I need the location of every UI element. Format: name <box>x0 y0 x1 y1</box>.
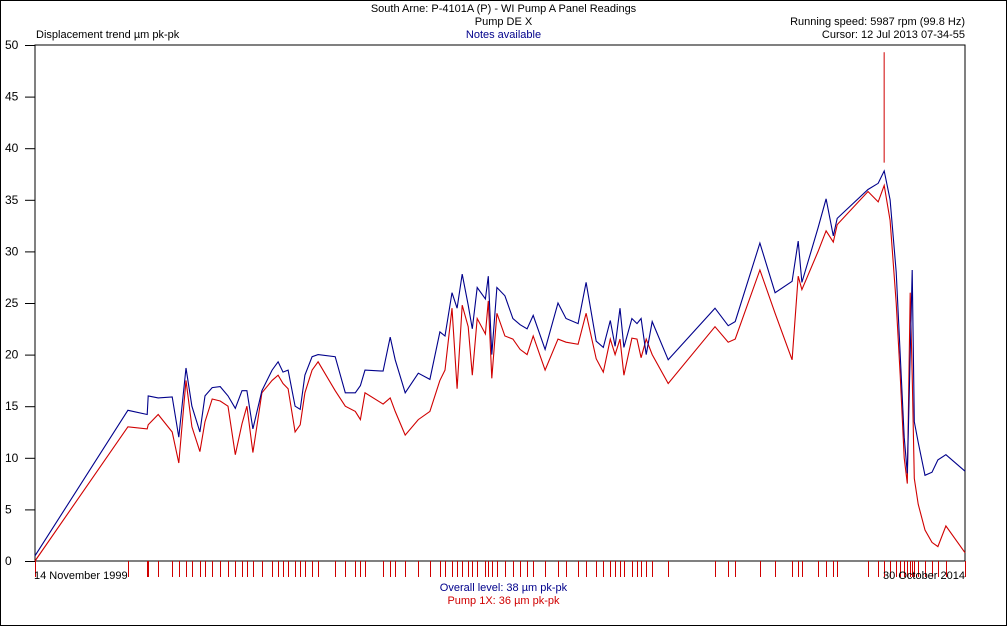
y-tick-label: 15 <box>5 399 19 413</box>
x-end-label: 30 October 2014 <box>883 570 965 582</box>
overall-level-legend: Overall level: 38 µm pk-pk <box>439 582 568 594</box>
cursor-readout: Cursor: 12 Jul 2013 07-34-55 <box>821 29 965 41</box>
chart-title: South Arne: P-4101A (P) - WI Pump A Pane… <box>370 3 637 15</box>
y-tick-label: 0 <box>5 554 12 568</box>
overall-level-line <box>34 169 966 557</box>
x-start-label: 14 November 1999 <box>34 570 128 582</box>
y-axis-label: Displacement trend µm pk-pk <box>36 29 180 41</box>
y-tick-label: 50 <box>5 38 19 52</box>
y-tick-label: 10 <box>5 451 19 465</box>
running-speed: Running speed: 5987 rpm (99.8 Hz) <box>790 16 965 28</box>
chart-subtitle: Pump DE X <box>474 16 533 28</box>
y-tick-label: 5 <box>5 502 12 516</box>
y-tick-label: 30 <box>5 244 19 258</box>
plot-frame <box>34 44 966 562</box>
y-tick-label: 45 <box>5 90 19 104</box>
y-tick-label: 40 <box>5 141 19 155</box>
notes-link[interactable]: Notes available <box>465 29 542 41</box>
y-tick-label: 20 <box>5 348 19 362</box>
y-tick-label: 25 <box>5 296 19 310</box>
y-tick-label: 35 <box>5 193 19 207</box>
pump1x-line <box>34 183 966 562</box>
pump1x-legend: Pump 1X: 36 µm pk-pk <box>447 595 560 607</box>
